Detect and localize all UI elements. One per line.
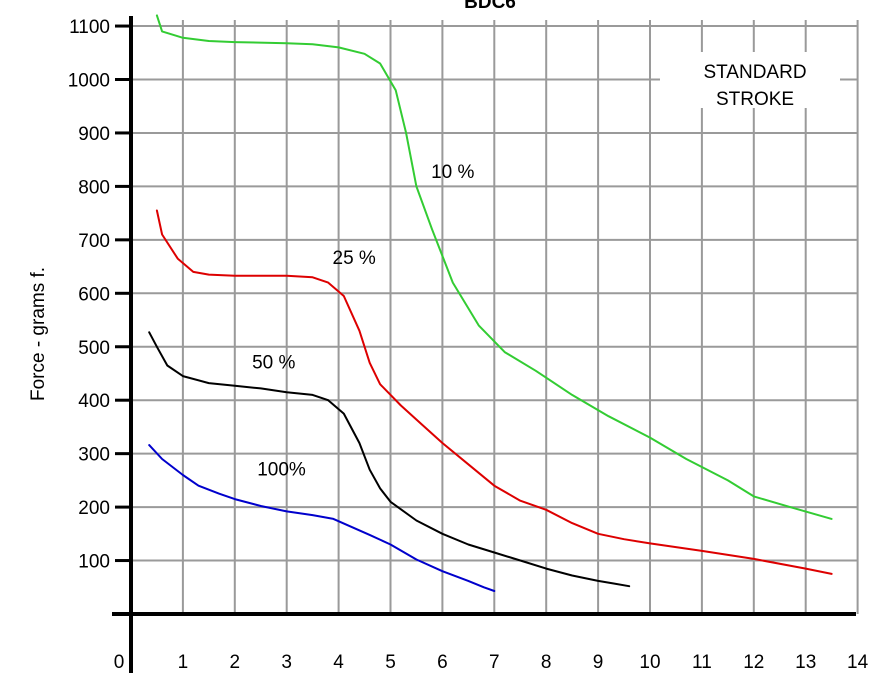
series-label-2: 50 % xyxy=(252,353,295,374)
x-tick-label: 8 xyxy=(541,652,552,673)
y-tick-label: 1000 xyxy=(68,71,110,92)
series-label-0: 10 % xyxy=(431,162,474,183)
y-tick-label: 300 xyxy=(78,445,110,466)
x-tick-label: 0 xyxy=(114,652,125,673)
x-tick-label: 6 xyxy=(437,652,448,673)
series-line-0 xyxy=(155,14,833,520)
y-axis-label: Force - grams f. xyxy=(28,267,49,401)
note-line-1: STANDARD xyxy=(703,62,806,83)
y-tick-label: 1100 xyxy=(69,17,110,38)
x-tick-label: 14 xyxy=(847,652,869,673)
x-tick-label: 7 xyxy=(489,652,500,673)
series-label-1: 25 % xyxy=(333,248,376,269)
series-group xyxy=(148,14,833,592)
y-tick-label: 200 xyxy=(78,498,110,519)
y-tick-label: 700 xyxy=(78,231,110,252)
x-tick-label: 10 xyxy=(639,652,660,673)
x-tick-label: 11 xyxy=(692,652,712,673)
y-tick-label: 800 xyxy=(78,177,110,198)
x-tick-label: 2 xyxy=(230,652,241,673)
chart-title: BDC6 xyxy=(464,0,516,13)
y-tick-label: 600 xyxy=(78,284,110,305)
grid xyxy=(131,20,859,614)
series-labels: 10 % 25 % 50 % 100% xyxy=(252,162,474,481)
series-label-3: 100% xyxy=(257,460,306,481)
x-tick-label: 1 xyxy=(178,652,189,673)
y-tick-labels: 100 200 300 400 500 600 700 800 900 1000 1100 xyxy=(68,17,110,573)
y-tick-label: 400 xyxy=(78,391,110,412)
note-line-2: STROKE xyxy=(716,89,794,110)
series-line-1 xyxy=(155,209,833,575)
x-tick-label: 4 xyxy=(333,652,344,673)
y-tick-label: 500 xyxy=(78,338,110,359)
axes xyxy=(112,16,856,673)
x-tick-label: 5 xyxy=(385,652,396,673)
x-tick-label: 12 xyxy=(743,652,764,673)
series-line-3 xyxy=(148,444,496,592)
series-line-2 xyxy=(148,331,631,588)
x-tick-label: 13 xyxy=(795,652,816,673)
x-tick-labels: 0 1 2 3 4 5 6 7 8 9 10 11 12 13 14 xyxy=(114,652,869,673)
y-tick-label: 900 xyxy=(78,124,110,145)
x-tick-label: 3 xyxy=(281,652,292,673)
note-background xyxy=(660,52,840,108)
y-tick-label: 100 xyxy=(78,552,110,573)
x-tick-label: 9 xyxy=(593,652,604,673)
